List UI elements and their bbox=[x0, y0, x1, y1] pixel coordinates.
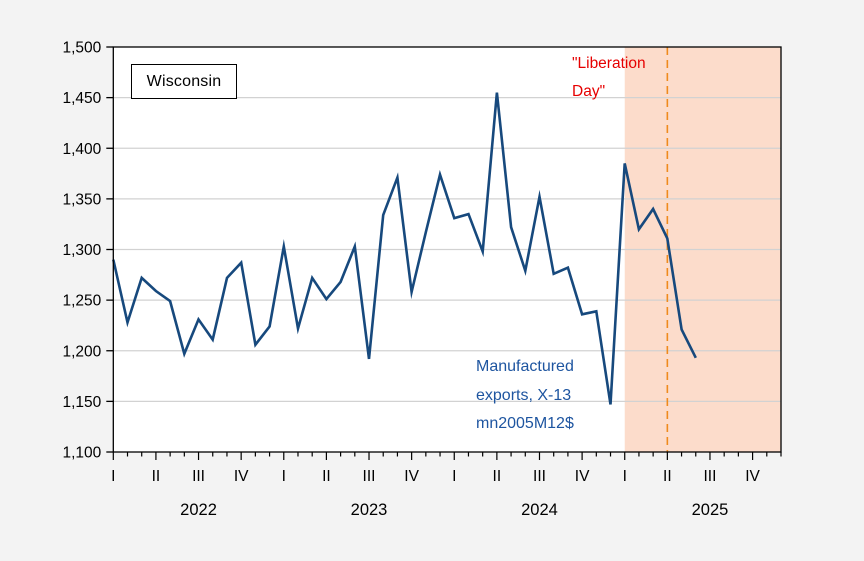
y-tick-label: 1,300 bbox=[63, 242, 102, 259]
quarter-label: II bbox=[493, 468, 502, 485]
y-axis: 1,100 1,150 1,200 1,250 1,300 1,350 1,400 1,450… bbox=[63, 40, 114, 462]
quarter-label: IV bbox=[745, 468, 760, 485]
liberation-day-annotation: "Liberation Day" bbox=[572, 50, 646, 106]
quarter-label: I bbox=[282, 468, 286, 485]
y-tick-label: 1,350 bbox=[63, 191, 102, 208]
quarter-label: III bbox=[192, 468, 205, 485]
quarter-label: III bbox=[533, 468, 546, 485]
liberation-day-line2: Day" bbox=[572, 83, 606, 100]
year-label: 2023 bbox=[351, 501, 388, 519]
y-tick-label: 1,400 bbox=[63, 141, 102, 158]
y-tick-label: 1,150 bbox=[63, 394, 102, 411]
quarter-label: II bbox=[663, 468, 672, 485]
quarter-label: IV bbox=[404, 468, 419, 485]
y-tick-label: 1,450 bbox=[63, 90, 102, 107]
state-label: Wisconsin bbox=[146, 72, 222, 90]
quarter-label: IV bbox=[575, 468, 590, 485]
liberation-day-line1: "Liberation bbox=[572, 55, 646, 72]
quarter-label: III bbox=[704, 468, 717, 485]
y-tick-label: 1,200 bbox=[63, 343, 102, 360]
y-tick-label: 1,500 bbox=[63, 40, 102, 57]
quarter-label: I bbox=[111, 468, 115, 485]
quarter-label: IV bbox=[234, 468, 249, 485]
quarter-label: I bbox=[452, 468, 456, 485]
series-annotation: Manufactured exports, X-13 mn2005M12$ bbox=[476, 353, 574, 439]
state-label-box: Wisconsin bbox=[131, 64, 237, 99]
y-tick-label: 1,250 bbox=[63, 293, 102, 310]
quarter-label: I bbox=[623, 468, 627, 485]
year-label: 2024 bbox=[521, 501, 558, 519]
series-annotation-line3: mn2005M12$ bbox=[476, 415, 574, 432]
quarter-label: II bbox=[152, 468, 161, 485]
quarter-label: III bbox=[363, 468, 376, 485]
exports-data-line bbox=[112, 92, 697, 405]
year-label: 2022 bbox=[180, 501, 217, 519]
series-annotation-line1: Manufactured bbox=[476, 358, 574, 375]
quarter-label: II bbox=[322, 468, 331, 485]
year-label: 2025 bbox=[692, 501, 729, 519]
series-annotation-line2: exports, X-13 bbox=[476, 386, 572, 404]
y-tick-label: 1,100 bbox=[63, 445, 102, 462]
